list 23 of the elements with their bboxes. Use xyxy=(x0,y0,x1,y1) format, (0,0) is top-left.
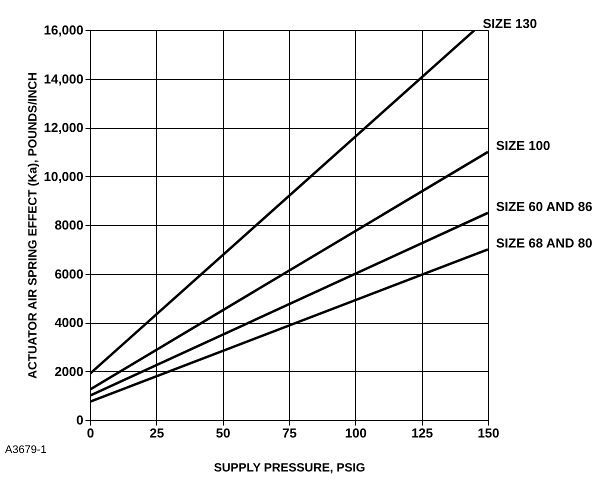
x-tick-label: 75 xyxy=(282,426,297,440)
y-tick-label: 10,000 xyxy=(44,168,84,184)
x-tick-label: 0 xyxy=(86,426,94,440)
x-tick-label: 150 xyxy=(478,426,500,440)
series-label: SIZE 68 AND 80 xyxy=(496,235,592,250)
y-tick-label: 12,000 xyxy=(44,120,84,135)
series-label: SIZE 60 AND 86 xyxy=(496,198,592,214)
y-tick-label: 2000 xyxy=(54,364,84,379)
y-tick-label: 14,000 xyxy=(44,71,84,86)
y-tick-label: 8000 xyxy=(54,218,84,232)
y-tick-label: 0 xyxy=(76,412,84,428)
series-label: SIZE 100 xyxy=(496,138,550,153)
x-tick-label: 50 xyxy=(216,426,230,440)
text: A3679-1 xyxy=(5,444,47,456)
x-tick-label: 100 xyxy=(344,426,367,440)
x-tick-label: 125 xyxy=(411,426,434,440)
x-tick-label: 25 xyxy=(150,426,164,440)
series-label: SIZE 130 xyxy=(482,16,537,31)
y-tick-label: 6000 xyxy=(54,266,84,282)
y-tick-label: 16,000 xyxy=(44,22,84,38)
x-axis-title: SUPPLY PRESSURE, PSIG xyxy=(214,460,366,474)
y-axis-title: ACTUATOR AIR SPRING EFFECT (Ka), POUNDS/INCH xyxy=(26,72,40,379)
y-tick-label: 4000 xyxy=(54,315,84,330)
